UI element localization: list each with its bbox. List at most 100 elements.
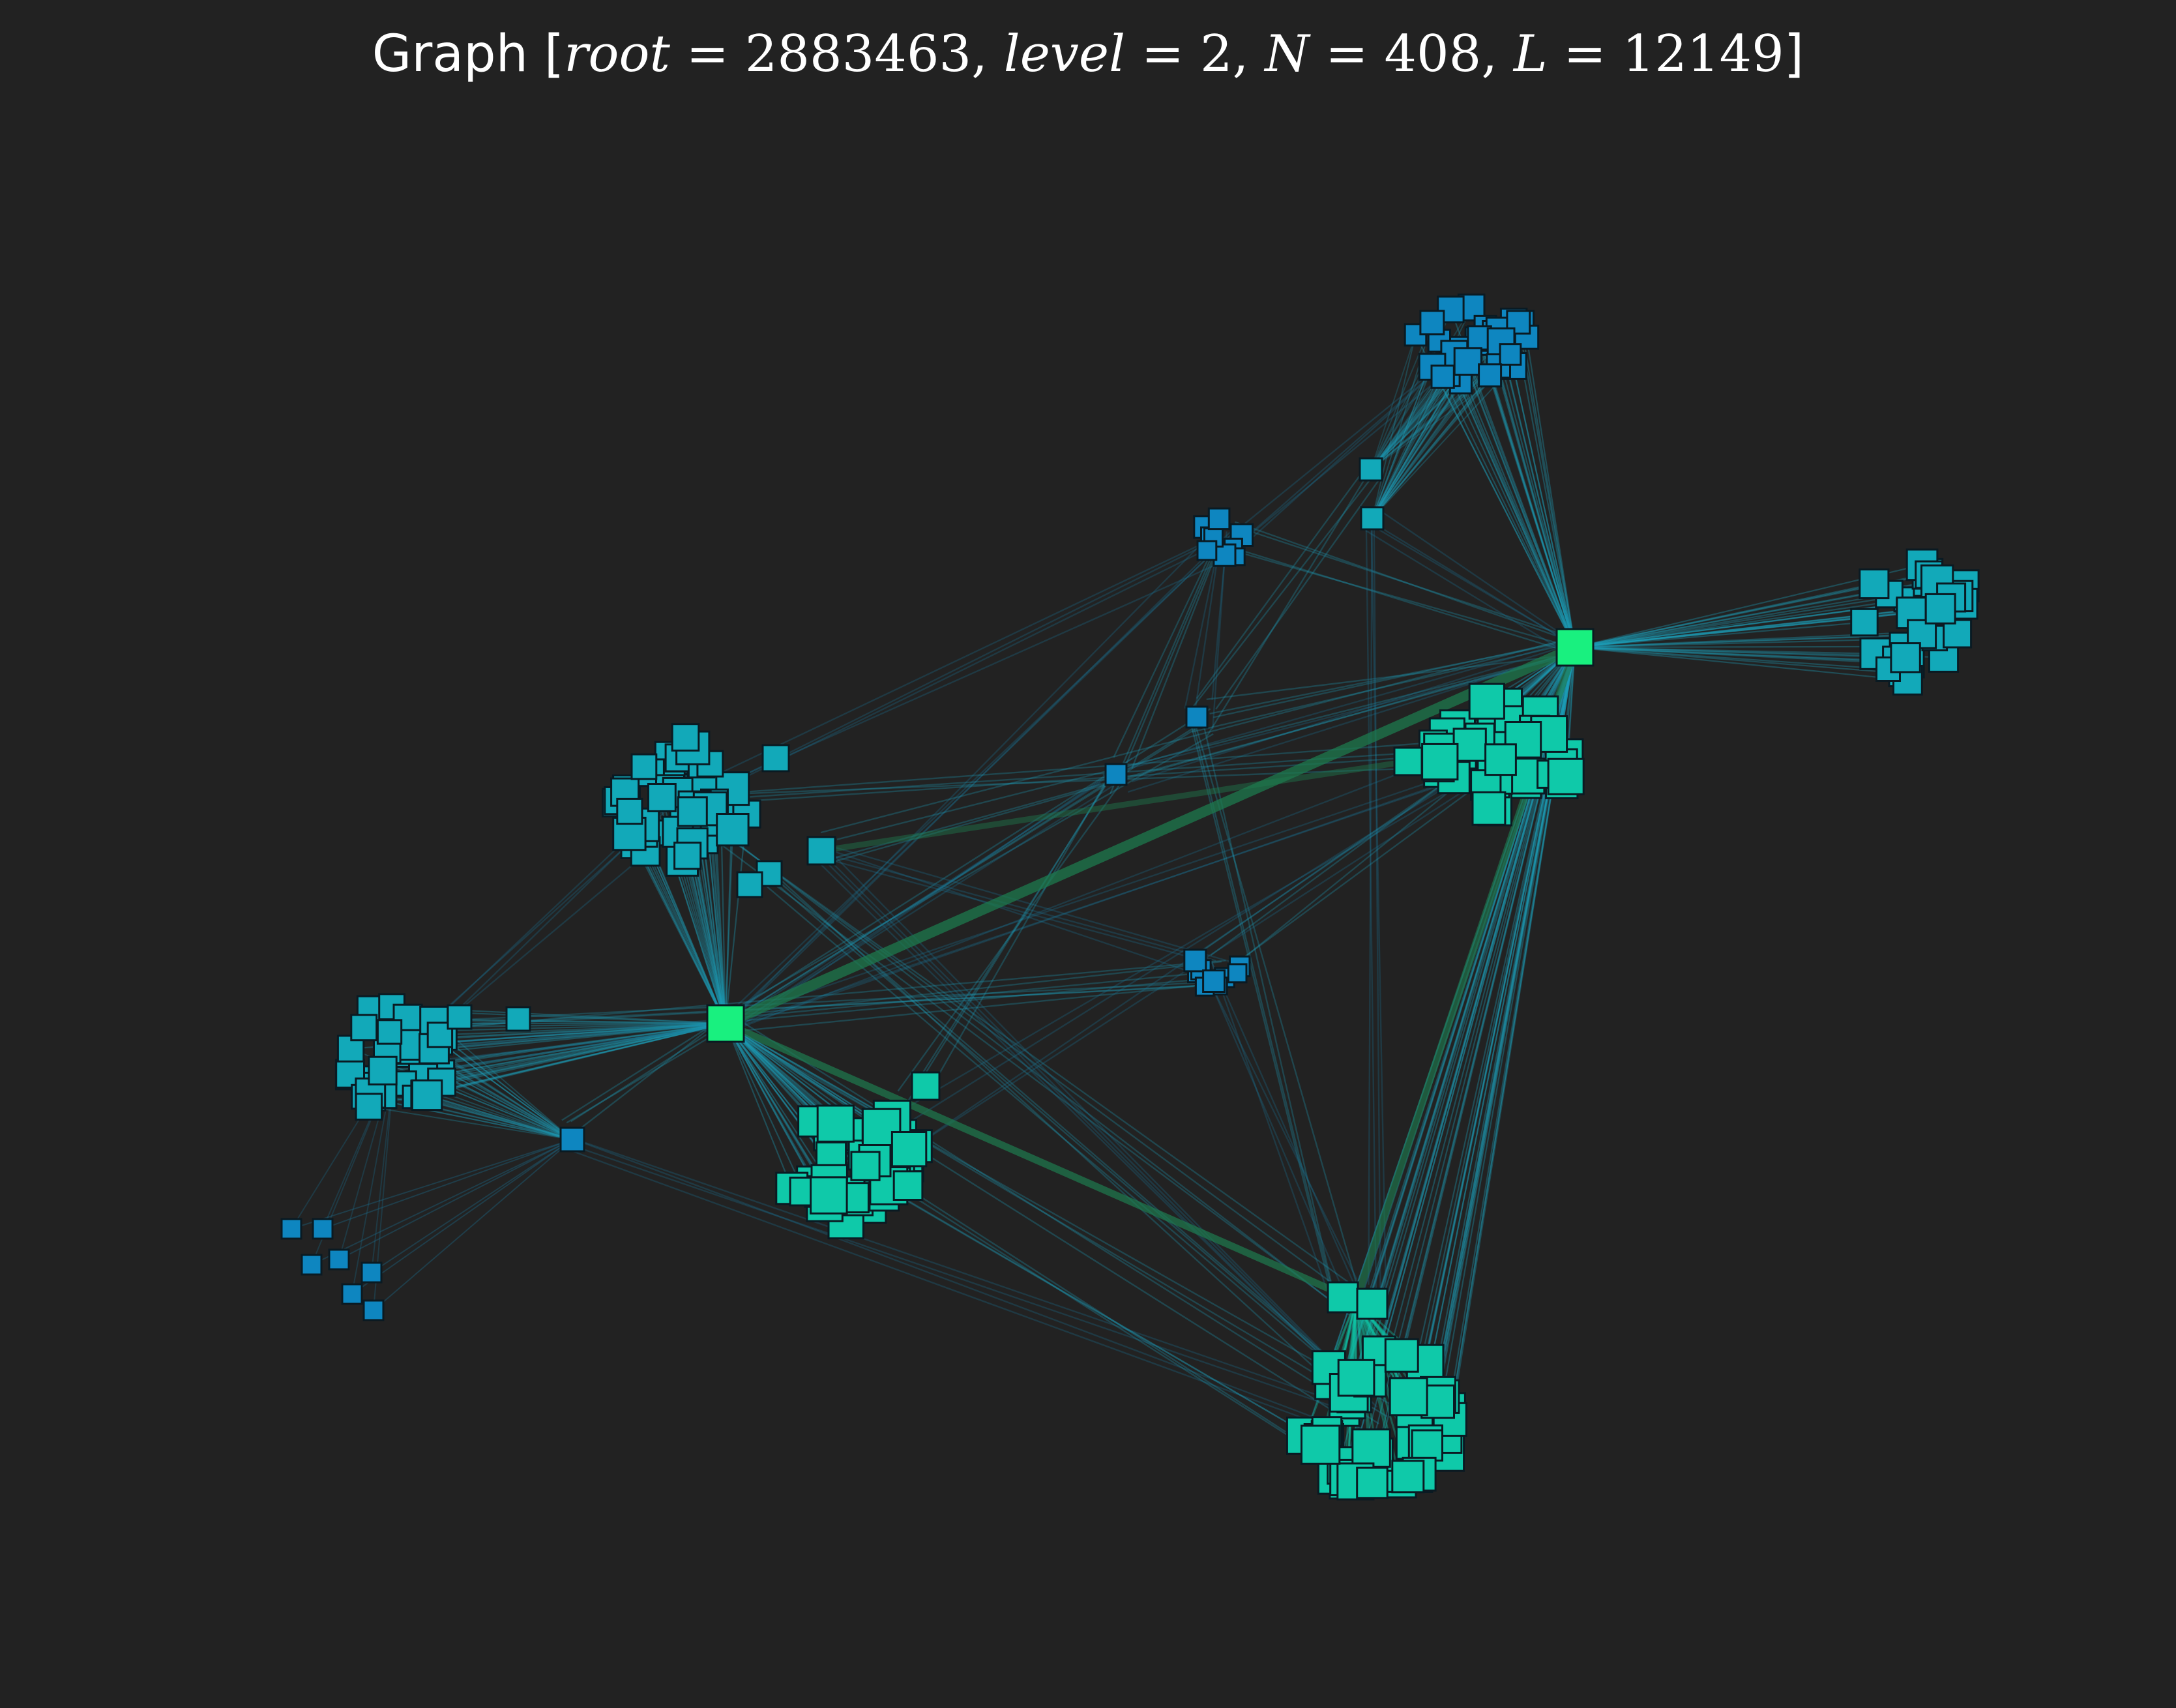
graph-edge <box>1452 359 1576 648</box>
graph-edge <box>724 829 733 1024</box>
graph-edge <box>729 979 1196 1023</box>
graph-edge <box>816 855 1204 962</box>
graph-edge <box>1370 322 1433 470</box>
graph-edge <box>701 838 727 1024</box>
hub-node <box>706 1004 745 1043</box>
graph-edge <box>1477 339 1576 648</box>
graph-edge <box>573 1138 1339 1404</box>
graph-edge <box>1119 546 1219 778</box>
cluster-node <box>1202 969 1226 993</box>
graph-edge <box>1192 716 1362 1301</box>
cluster-node <box>716 813 750 847</box>
graph-edge <box>907 773 1113 1101</box>
cluster-node <box>1337 1359 1375 1397</box>
graph-edge <box>717 733 1214 1020</box>
graph-node <box>505 1006 531 1032</box>
hub-node <box>1555 628 1595 667</box>
graph-edge <box>1365 514 1377 1315</box>
cluster-node <box>1850 608 1879 637</box>
graph-edge <box>1525 337 1576 648</box>
graph-edge <box>929 767 1115 1091</box>
title-eq-2: = <box>1125 25 1200 83</box>
graph-node <box>1185 705 1209 729</box>
graph-edge <box>816 841 1231 963</box>
graph-node <box>328 1248 350 1271</box>
graph-node <box>1104 763 1128 786</box>
graph-edge <box>371 1139 573 1273</box>
graph-edge <box>569 1143 1359 1416</box>
graph-edge <box>1370 527 1387 1310</box>
graph-edge <box>1460 349 1576 648</box>
graph-edge <box>829 651 1573 864</box>
graph-edge <box>1463 361 1576 648</box>
graph-edge <box>441 1082 573 1140</box>
graph-edge <box>1574 621 1865 649</box>
graph-edge <box>728 777 1107 1031</box>
cluster-node <box>1907 619 1937 649</box>
cluster-node <box>1183 949 1207 973</box>
cluster-node <box>1924 593 1956 625</box>
graph-edge <box>1224 522 1581 641</box>
graph-edge <box>1372 365 1514 519</box>
cluster-node <box>630 753 658 780</box>
graph-edge <box>679 542 1220 810</box>
graph-edge <box>820 637 1573 834</box>
graph-edge <box>1372 376 1443 519</box>
graph-edge <box>836 653 1571 840</box>
graph-edge <box>1496 328 1576 648</box>
title-root-label: root <box>564 25 670 83</box>
title-l-value: 12149 <box>1622 25 1784 83</box>
graph-edge <box>1211 960 1359 1293</box>
graph-edge <box>426 1094 573 1140</box>
graph-edge <box>424 1022 726 1096</box>
cluster-node <box>810 1176 848 1215</box>
graph-edge <box>338 1139 573 1260</box>
title-level-label: level <box>1003 25 1126 83</box>
graph-edge <box>453 985 1194 1025</box>
cluster-node <box>1384 1338 1419 1373</box>
graph-edge <box>1372 334 1417 519</box>
graph-edge <box>671 806 1331 1301</box>
graph-edge <box>409 1022 726 1046</box>
graph-edge <box>434 1020 726 1025</box>
title-sep-2: , <box>1232 25 1265 83</box>
graph-node <box>447 1004 473 1030</box>
graph-edge <box>1234 521 1572 642</box>
cluster-node <box>816 1104 855 1143</box>
graph-edge <box>1518 322 1576 648</box>
title-eq-1: = <box>669 25 745 83</box>
graph-edge <box>725 1023 816 1185</box>
graph-edge <box>1372 382 1462 519</box>
graph-edge <box>729 960 1222 1017</box>
graph-edge <box>1574 593 1890 649</box>
cluster-node <box>616 797 643 825</box>
graph-edge <box>679 801 1347 1295</box>
graph-edge <box>1372 375 1450 519</box>
cluster-node <box>1389 1377 1428 1417</box>
graph-edge <box>734 782 1102 1022</box>
graph-edge <box>846 1164 1301 1431</box>
graph-edge <box>1192 725 1332 1288</box>
graph-edge <box>1102 653 1577 776</box>
cluster-node <box>1468 683 1505 720</box>
graph-edge <box>566 1028 724 1124</box>
graph-edge <box>404 1022 726 1085</box>
graph-edge <box>726 1022 1388 1417</box>
graph-edge <box>424 1094 573 1140</box>
graph-edge <box>726 708 1211 1018</box>
title-suffix: ] <box>1784 25 1804 83</box>
graph-edge <box>840 758 1492 1166</box>
graph-edge <box>439 1022 726 1043</box>
graph-node <box>301 1254 323 1276</box>
graph-edge <box>1460 382 1576 648</box>
graph-edge <box>687 746 1503 802</box>
graph-edge <box>410 1022 726 1053</box>
graph-edge <box>426 1022 726 1097</box>
graph-edge <box>1203 967 1345 1292</box>
graph-node <box>312 1218 334 1240</box>
graph-edge <box>1480 342 1576 648</box>
graph-edge <box>724 526 1241 1018</box>
graph-edge <box>1492 331 1576 648</box>
cluster-node <box>1227 963 1248 984</box>
graph-edge <box>1370 382 1462 470</box>
